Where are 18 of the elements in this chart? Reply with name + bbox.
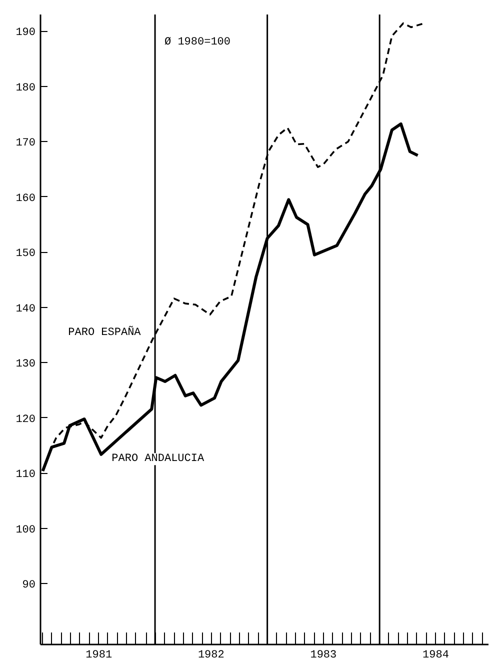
y-tick-label: 180 [16, 82, 36, 94]
x-tick-label: 1981 [86, 650, 112, 662]
y-tick-label: 140 [16, 303, 36, 316]
x-tick-label: 1983 [310, 650, 337, 662]
y-tick-label: 190 [16, 27, 36, 40]
y-tick-label: 170 [16, 138, 36, 150]
x-tick-label: 1984 [422, 650, 450, 662]
y-tick-label: 100 [16, 524, 36, 536]
y-tick-label: 120 [16, 414, 36, 426]
y-tick-label: 110 [16, 469, 36, 482]
x-tick-label: 1982 [198, 650, 224, 662]
y-tick-label: 90 [22, 580, 36, 592]
series-label: PARO ESPAÑA [68, 324, 142, 339]
y-tick-label: 150 [16, 248, 36, 260]
series-label: PARO ANDALUCIA [112, 453, 204, 466]
annotation: Ø 1980=100 [164, 36, 231, 48]
y-tick-label: 160 [16, 192, 36, 205]
y-tick-label: 130 [16, 358, 36, 371]
